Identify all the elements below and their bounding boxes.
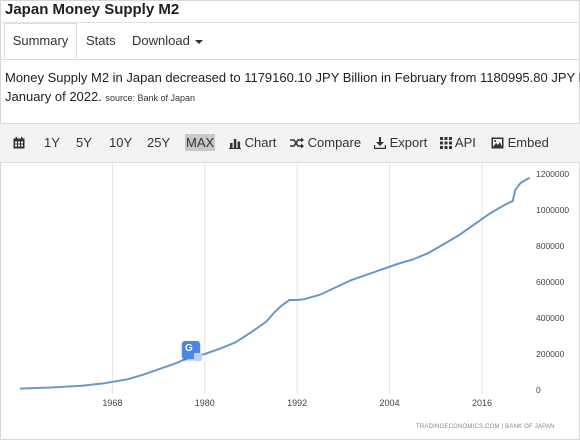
x-tick-label: 2016 bbox=[472, 398, 492, 408]
image-icon bbox=[491, 137, 504, 149]
description-line-1: Money Supply M2 in Japan decreased to 11… bbox=[5, 70, 580, 85]
x-tick-label: 1980 bbox=[195, 398, 215, 408]
x-tick-label: 1992 bbox=[287, 398, 307, 408]
tab-summary[interactable]: Summary bbox=[4, 23, 77, 59]
google-translate-icon[interactable]: G bbox=[182, 341, 202, 361]
range-10y-button[interactable]: 10Y bbox=[109, 124, 132, 162]
series-line bbox=[19, 176, 531, 390]
y-tick-label: 200000 bbox=[536, 349, 565, 359]
chart-credit: TRADINGECONOMICS.COM | BANK OF JAPAN bbox=[416, 424, 555, 430]
export-label: Export bbox=[389, 135, 428, 150]
embed-label: Embed bbox=[507, 135, 549, 150]
calendar-icon bbox=[13, 137, 25, 149]
summary-description: Money Supply M2 in Japan decreased to 11… bbox=[5, 68, 580, 108]
y-tick-label: 0 bbox=[536, 385, 541, 395]
range-max-button[interactable]: MAX bbox=[185, 124, 216, 162]
chart-type-button[interactable]: Chart bbox=[229, 124, 276, 162]
tab-stats-label: Stats bbox=[86, 33, 116, 48]
page-title: Japan Money Supply M2 bbox=[5, 1, 180, 18]
translate-fold bbox=[194, 353, 202, 361]
api-label: API bbox=[454, 135, 476, 150]
range-25y-button[interactable]: 25Y bbox=[147, 124, 170, 162]
tab-stats[interactable]: Stats bbox=[86, 23, 116, 59]
description-line-2: January of 2022. source: Bank of Japan bbox=[5, 87, 580, 108]
title-divider bbox=[0, 22, 580, 23]
y-tick-label: 1200000 bbox=[536, 169, 569, 179]
tab-summary-label: Summary bbox=[12, 33, 69, 48]
tab-bar: Summary Stats Download bbox=[0, 23, 580, 60]
y-tick-label: 400000 bbox=[536, 313, 565, 323]
export-button[interactable]: Export bbox=[373, 124, 428, 162]
description-line-2-text: January of 2022. bbox=[5, 89, 102, 104]
shuffle-icon bbox=[290, 137, 304, 149]
translate-glyph: G bbox=[185, 343, 193, 354]
chart-type-label: Chart bbox=[244, 135, 277, 150]
embed-button[interactable]: Embed bbox=[491, 124, 549, 162]
x-tick-label: 2004 bbox=[380, 398, 400, 408]
source-note: source: Bank of Japan bbox=[105, 93, 196, 103]
x-tick-label: 1968 bbox=[102, 398, 122, 408]
y-tick-label: 1000000 bbox=[536, 205, 569, 215]
calendar-button[interactable] bbox=[13, 124, 25, 162]
api-button[interactable]: API bbox=[440, 124, 476, 162]
chevron-down-icon bbox=[194, 39, 203, 44]
download-icon bbox=[373, 137, 387, 150]
y-tick-label: 600000 bbox=[536, 277, 565, 287]
grid-icon bbox=[440, 137, 452, 149]
range-1y-label: 1Y bbox=[44, 135, 60, 150]
y-tick-label: 800000 bbox=[536, 241, 565, 251]
tab-download[interactable]: Download bbox=[132, 23, 203, 59]
range-10y-label: 10Y bbox=[109, 135, 133, 150]
money-supply-line-chart: 020000040000060000080000010000001200000 … bbox=[19, 162, 569, 430]
range-25y-label: 25Y bbox=[147, 135, 171, 150]
tab-download-label: Download bbox=[132, 33, 190, 48]
chart-toolbar: 1Y 5Y 10Y 25Y MAX Chart Compare Export A… bbox=[0, 123, 580, 163]
range-5y-label: 5Y bbox=[76, 135, 92, 150]
compare-button[interactable]: Compare bbox=[290, 124, 361, 162]
compare-label: Compare bbox=[307, 135, 362, 150]
chart-area: 0 200000 400000 600000 800000 1000000 1200000 … bbox=[0, 162, 580, 440]
range-5y-button[interactable]: 5Y bbox=[76, 124, 92, 162]
range-1y-button[interactable]: 1Y bbox=[44, 124, 60, 162]
range-max-label: MAX bbox=[185, 134, 216, 151]
bar-chart-icon bbox=[229, 139, 241, 149]
